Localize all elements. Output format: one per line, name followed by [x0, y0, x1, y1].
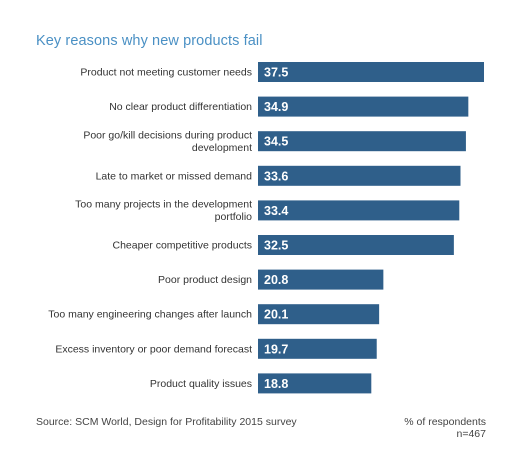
category-label-line: Poor product design	[158, 274, 252, 286]
category-label: Late to market or missed demand	[96, 170, 253, 182]
category-label-line: Cheaper competitive products	[113, 240, 253, 252]
category-label-line: Poor go/kill decisions during product	[83, 129, 252, 141]
category-label-line: Too many projects in the development	[75, 199, 252, 211]
bar-group: 19.7 Excess inventory or poor demand fore…	[55, 338, 377, 359]
category-label: Too many projects in the development port…	[75, 199, 252, 224]
category-label-line: development	[192, 142, 252, 154]
bar-group: 33.6 Late to market or missed demand	[96, 165, 461, 186]
category-label-line: Too many engineering changes after launc…	[48, 309, 252, 321]
bar-group: 32.5 Cheaper competitive products	[113, 235, 454, 255]
data-label: 34.5	[264, 135, 288, 149]
category-label-line: Late to market or missed demand	[96, 170, 253, 182]
data-label: 33.6	[264, 169, 288, 183]
bar-group: 20.8 Poor product design	[158, 269, 384, 290]
bar	[258, 96, 469, 117]
category-label-line: Product quality issues	[150, 378, 252, 390]
bar	[258, 338, 377, 359]
data-label: 37.5	[264, 66, 288, 80]
category-label-line: portfolio	[215, 211, 253, 223]
category-label-line: Excess inventory or poor demand forecast	[55, 343, 252, 355]
bar-group: 37.5 Product not meeting customer needs	[80, 62, 484, 82]
category-label-line: No clear product differentiation	[109, 101, 252, 113]
category-label: Poor go/kill decisions during product dev…	[83, 129, 252, 154]
bar	[258, 200, 460, 221]
bar-group: 33.4 Too many projects in the development…	[75, 199, 460, 224]
data-label: 33.4	[264, 204, 288, 218]
sample-size-note: n=467	[456, 428, 487, 440]
category-label-line: Product not meeting customer needs	[80, 67, 252, 79]
bar	[258, 373, 372, 394]
respondents-note: % of respondents n=467	[404, 416, 486, 440]
category-label: Product quality issues	[150, 378, 252, 390]
bar-group: 34.5 Poor go/kill decisions during produc…	[83, 129, 466, 154]
bar	[258, 269, 384, 290]
chart-title: Key reasons why new products fail	[36, 33, 263, 49]
category-label: Product not meeting customer needs	[80, 67, 252, 79]
bar-group: 20.1 Too many engineering changes after l…	[48, 304, 380, 325]
bar	[258, 304, 380, 325]
source-note: Source: SCM World, Design for Profitabil…	[36, 416, 297, 428]
bar-group: 34.9 No clear product differentiation	[109, 96, 469, 117]
category-label: Excess inventory or poor demand forecast	[55, 343, 252, 355]
bar	[258, 131, 466, 152]
bar	[258, 235, 454, 255]
data-label: 20.8	[264, 273, 288, 287]
data-label: 19.7	[264, 342, 288, 356]
data-label: 32.5	[264, 239, 288, 253]
data-label: 20.1	[264, 308, 288, 322]
bar-group: 18.8 Product quality issues	[150, 373, 372, 394]
data-label: 34.9	[264, 100, 288, 114]
category-label: Too many engineering changes after launc…	[48, 309, 252, 321]
bar	[258, 62, 484, 82]
unit-note: % of respondents	[404, 416, 486, 428]
category-label: Poor product design	[158, 274, 252, 286]
category-label: Cheaper competitive products	[113, 240, 253, 252]
data-label: 18.8	[264, 377, 288, 391]
bar	[258, 165, 461, 186]
category-label: No clear product differentiation	[109, 101, 252, 113]
